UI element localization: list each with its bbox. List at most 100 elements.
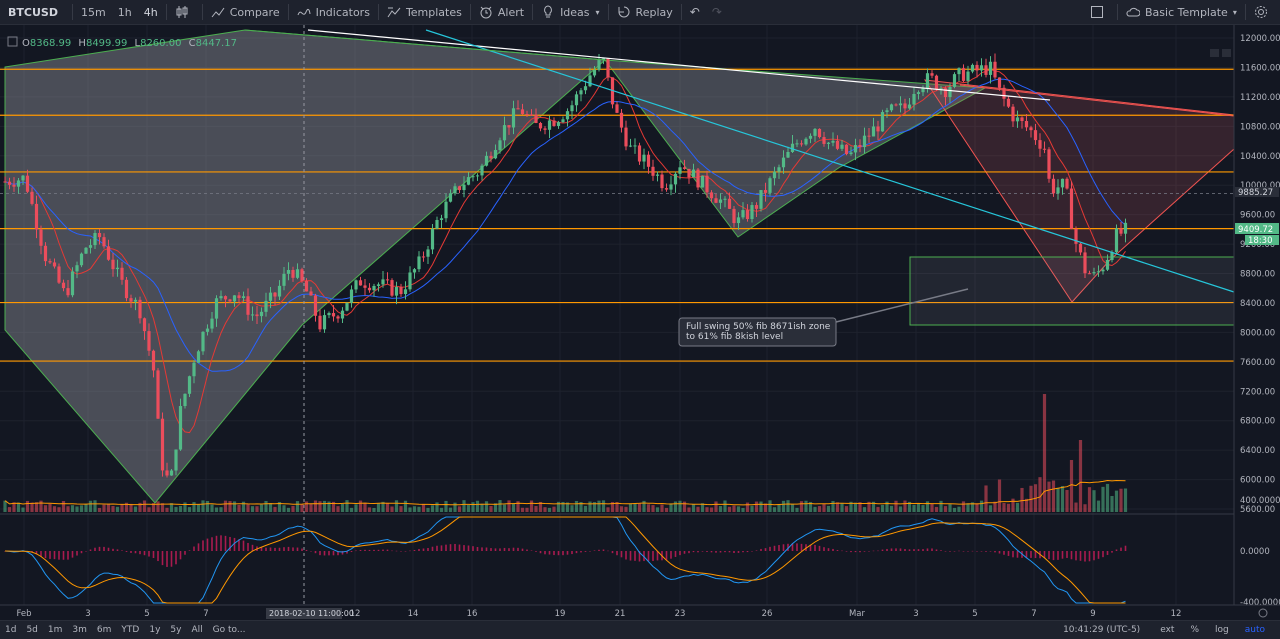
range-1y[interactable]: 1y [149,625,161,635]
templates-button[interactable]: Templates [381,0,468,24]
legend-c-label: C [189,38,196,49]
legend-collapse-icon[interactable] [7,36,18,47]
callout-box[interactable] [678,317,837,347]
volume-bar [700,503,705,512]
legend-o-label: O [22,38,30,49]
pane-settings-icon[interactable] [1222,49,1231,57]
redo-button[interactable]: ↷ [706,0,728,24]
trendline-cyan[interactable] [425,29,1235,293]
candle-body [1011,106,1015,122]
indicators-button[interactable]: Indicators [291,0,376,24]
macd-hist-bar [760,548,762,551]
macd-hist-bar [346,551,348,554]
trendline-green[interactable] [244,29,606,61]
time-axis[interactable]: Feb 3 5 7 12 14 16 19 21 23 26 Mar 3 5 7 9 12 [16,609,1181,619]
candle-body [1033,130,1038,141]
price-tick-label: 6800.00 [1240,417,1275,427]
candle-body [628,145,633,147]
goto-button[interactable]: Go to... [212,625,246,635]
macd-hist-bar [593,550,596,551]
candle-body [1096,271,1101,273]
candle-body [174,449,178,471]
ext-toggle[interactable]: ext [1160,625,1175,635]
symbol-search[interactable]: BTCUSD [8,5,58,19]
pane-maximize-icon[interactable] [1210,49,1219,57]
chart-type-button[interactable] [169,0,200,24]
macd-hist-bar [449,544,452,551]
trendline-red[interactable] [959,84,1235,117]
volume-bar [70,505,75,512]
replay-button[interactable]: Replay [611,0,679,24]
macd-hist-bar [445,544,447,551]
template-selector[interactable]: Basic Template ▾ [1120,0,1243,24]
range-6m[interactable]: 6m [96,625,112,635]
range-ytd[interactable]: YTD [121,625,140,635]
macd-hist-bar [1115,549,1118,551]
resolution-4h[interactable]: 4h [143,5,158,19]
macd-hist-bar [265,547,267,551]
candle-body [601,58,606,61]
range-5y[interactable]: 5y [170,625,182,635]
macd-hist-bar [323,551,326,556]
macd-hist-bar [454,543,456,551]
macd-hist-bar [431,546,434,551]
range-1d[interactable]: 1d [5,625,17,635]
candle-body [399,286,403,295]
volume-bar [498,500,502,512]
auto-toggle[interactable]: auto [1244,625,1265,635]
price-axis[interactable]: 12000.00 11600.00 11200.00 10800.00 10400.00… [1240,34,1280,515]
resolution-15m[interactable]: 15m [81,5,106,19]
alert-button[interactable]: Alert [473,0,530,24]
axis-settings-icon[interactable] [1258,608,1268,618]
macd-hist-bar [125,551,128,552]
volume-bar [1060,486,1065,512]
volume-bar [187,507,192,512]
candle-body [804,138,808,145]
resolution-1h[interactable]: 1h [117,5,132,19]
range-all[interactable]: All [191,625,203,635]
ideas-button[interactable]: Ideas ▾ [535,0,605,24]
macd-hist-bar [989,551,992,552]
volume-bar [709,507,714,512]
support-resistance-levels[interactable] [0,68,1234,362]
candle-body [286,269,291,274]
price-chart[interactable]: Full swing 50% fib 8671ish zone to 61% f… [0,25,1280,619]
macd-hist-bar [544,551,546,555]
macd-hist-bar [827,548,830,551]
candle-body [331,313,336,317]
price-marker-last-text: 9409.72 [1238,225,1273,235]
candle-body [903,103,907,109]
compare-button[interactable]: Compare [205,0,286,24]
macd-hist-bar [292,547,294,551]
volume-bar [853,502,858,512]
layout-button[interactable] [1084,0,1115,24]
candle-body [1078,243,1083,253]
harmonic-pattern-right[interactable] [923,79,1235,303]
macd-hist-bar [967,551,969,552]
harmonic-pattern-middle[interactable] [603,59,987,238]
volume-bar [169,503,174,512]
candle-body [489,155,493,159]
log-toggle[interactable]: log [1215,625,1229,635]
fib-zone-rectangle[interactable] [909,256,1235,326]
trendline-white[interactable] [307,29,1051,101]
volume-bar [934,506,939,512]
range-5d[interactable]: 5d [26,625,38,635]
volume-bar [970,502,975,512]
range-1m[interactable]: 1m [47,625,63,635]
macd-hist-bar [539,551,542,554]
candle-body [633,145,637,147]
volume-bars [3,394,1128,512]
settings-button[interactable] [1248,0,1279,24]
percent-toggle[interactable]: % [1190,625,1199,635]
macd-hist-bar [386,549,389,551]
candle-body [786,151,790,158]
chart-area[interactable]: Full swing 50% fib 8671ish zone to 61% f… [0,25,1280,619]
candle-body [466,177,471,185]
macd-hist-bar [562,551,564,556]
undo-button[interactable]: ↶ [684,0,706,24]
macd-hist-bar [611,551,614,554]
range-3m[interactable]: 3m [72,625,87,635]
volume-bar [975,503,979,512]
